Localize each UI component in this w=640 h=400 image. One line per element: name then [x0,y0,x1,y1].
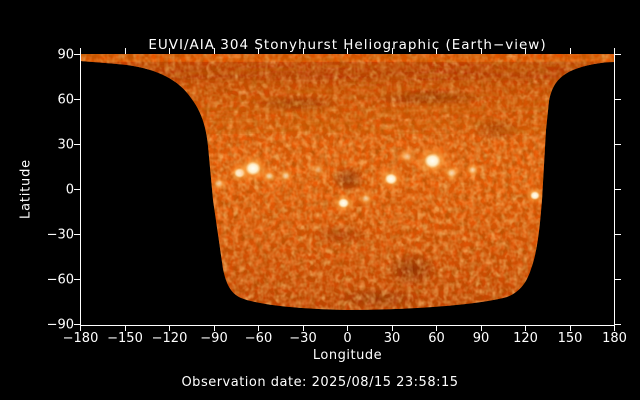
y-tick-right [615,99,621,100]
bright-region [275,166,296,185]
solar-map-image [81,54,615,310]
y-tick-right [615,54,621,55]
x-tick-bottom [436,325,437,331]
x-tick-bottom [391,325,393,331]
x-tick-bottom [213,325,215,331]
x-tick-top [347,48,348,54]
y-tick-right [615,279,621,280]
x-tick-bottom [525,325,526,331]
x-tick-label: −120 [151,331,188,346]
x-tick-label: 60 [428,331,445,346]
x-tick-label: 30 [383,331,401,346]
x-tick-top [614,48,615,54]
y-tick-right [615,234,621,235]
bright-region [208,174,230,193]
x-tick-label: −60 [244,331,273,346]
y-tick-label: −90 [46,317,74,332]
y-tick-right [615,189,621,190]
x-tick-label: −150 [107,331,143,346]
x-tick-top [569,48,571,54]
x-tick-top [258,48,259,54]
bright-region [462,160,483,179]
y-tick-left [74,189,80,190]
x-tick-label: 90 [472,331,490,346]
x-tick-bottom [80,325,81,331]
y-tick-label: 60 [57,92,74,107]
x-tick-top [80,48,81,54]
x-tick-top [124,48,126,54]
y-tick-left [74,99,80,100]
x-tick-top [169,48,170,54]
bright-region [308,160,329,179]
x-tick-top [302,48,304,54]
x-tick-top [436,48,437,54]
y-tick-left [74,279,80,280]
y-tick-label: 90 [57,47,74,62]
x-axis-title: Longitude [312,348,383,363]
x-tick-bottom [124,325,126,331]
bright-active-regions [208,142,547,216]
x-tick-bottom [302,325,304,331]
y-tick-label: −30 [46,227,74,242]
bright-region [259,166,280,185]
y-tick-right [615,144,621,145]
bright-region-core [530,191,540,200]
x-tick-bottom [480,325,482,331]
y-tick-right [615,324,621,325]
y-tick-label: 0 [65,182,74,197]
x-tick-label: 120 [513,331,538,346]
x-tick-label: −180 [62,331,99,346]
x-tick-bottom [614,325,615,331]
bright-region-core [424,153,441,169]
x-tick-label: 0 [343,331,352,346]
bright-region-core [338,198,349,208]
x-tick-bottom [169,325,170,331]
bright-region [355,189,377,208]
y-tick-left [74,54,80,55]
y-axis-line [80,53,81,326]
x-tick-label: 150 [557,331,583,346]
bright-region [439,162,464,184]
x-tick-bottom [258,325,259,331]
y-tick-left [74,324,80,325]
x-tick-top [391,48,393,54]
bright-region-core [245,161,261,176]
x-tick-label: −90 [200,331,228,346]
observation-date: Observation date: 2025/08/15 23:58:15 [181,375,459,390]
y-tick-left [74,234,80,235]
x-tick-label: −30 [289,331,317,346]
x-tick-top [213,48,215,54]
x-tick-top [480,48,482,54]
y-tick-left [74,144,80,145]
x-tick-top [525,48,526,54]
x-tick-bottom [347,325,348,331]
x-tick-bottom [569,325,571,331]
x-tick-label: 180 [602,331,627,346]
y-tick-label: −60 [46,272,74,287]
map-texture-layers [81,54,615,310]
right-axis-line [614,53,615,326]
bright-region-core [385,173,398,185]
y-tick-label: 30 [57,137,74,152]
chart-title: EUVI/AIA 304 Stonyhurst Heliographic (Ea… [148,37,547,53]
